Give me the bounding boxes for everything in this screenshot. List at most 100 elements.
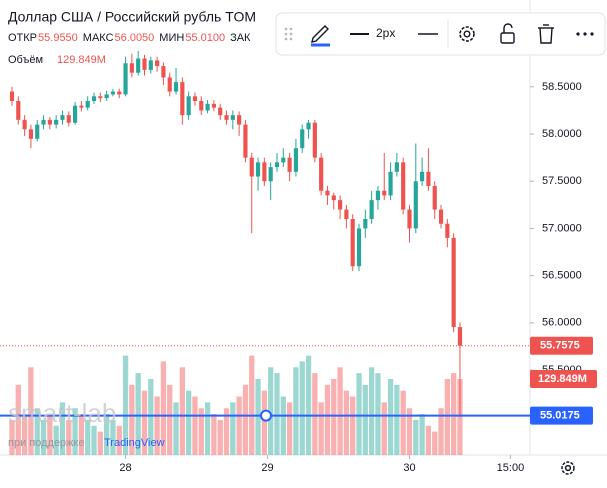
candle-body: [224, 115, 229, 120]
volume-box: [530, 370, 597, 389]
volume-bar: [15, 384, 21, 455]
candle-body: [413, 181, 418, 229]
candle-body: [281, 157, 286, 163]
volume-bar: [72, 408, 78, 455]
drag-handle[interactable]: [284, 27, 293, 41]
candle-body: [123, 63, 128, 95]
y-tick-label: 56.0000: [542, 317, 582, 329]
volume-bar: [223, 408, 230, 455]
plot: 55.500056.000056.500057.000057.500058.00…: [0, 50, 597, 474]
candle-body: [155, 60, 160, 67]
candle-body: [47, 119, 52, 125]
ohlc-label: ОТКР: [8, 32, 37, 44]
candle-body: [243, 124, 248, 158]
candle-body: [255, 162, 261, 177]
watermark: smart-lab: [8, 398, 116, 428]
volume-bar: [59, 402, 66, 455]
y-tick-label: 58.5000: [542, 81, 582, 93]
candle-body: [22, 119, 27, 130]
candle-body: [117, 91, 122, 95]
candle-body: [85, 101, 90, 108]
delete-button[interactable]: [538, 24, 554, 44]
candle-body: [420, 171, 425, 182]
candle-body: [338, 200, 343, 210]
volume-bar: [280, 396, 286, 455]
candle-body: [287, 157, 292, 172]
volume-bar: [438, 408, 444, 455]
volume-bar: [40, 419, 47, 455]
candle-body: [344, 209, 349, 220]
more-button[interactable]: [576, 32, 594, 36]
volume-box-label: 129.849M: [538, 373, 587, 385]
candle-body: [401, 162, 406, 210]
candle-body: [438, 209, 444, 224]
candle-body: [312, 122, 317, 158]
volume-bar: [362, 384, 368, 455]
candle-body: [331, 195, 336, 201]
volume-bar: [381, 402, 387, 455]
candle-body: [451, 237, 456, 328]
candle-body: [293, 148, 298, 172]
candle-body: [268, 167, 273, 182]
candle-body: [16, 101, 21, 120]
ohlc-value: 55.9550: [38, 32, 78, 44]
candle-body: [186, 96, 191, 116]
settings-gear[interactable]: [561, 461, 575, 475]
candle-body: [237, 115, 242, 125]
volume-bar: [116, 425, 122, 455]
volume-bar: [66, 419, 72, 455]
candle-body: [350, 219, 355, 267]
volume-bar: [400, 390, 406, 455]
volume-bar: [274, 373, 280, 455]
volume-bar: [110, 419, 116, 455]
candle-body: [274, 162, 280, 168]
powered-prefix: при поддержке: [8, 437, 85, 449]
candle-body: [66, 115, 71, 123]
volume-bar: [192, 396, 198, 455]
line-handle[interactable]: [260, 409, 272, 422]
volume-bar: [312, 373, 318, 455]
candle-body: [73, 105, 78, 123]
candle-body: [60, 115, 65, 120]
volume-bar: [318, 402, 324, 455]
volume-bar: [103, 414, 110, 455]
volume-bar: [9, 419, 15, 455]
volume-bar: [47, 414, 53, 455]
x-tick-label: 30: [403, 462, 415, 474]
volume-bar: [299, 361, 305, 455]
volume-bar: [217, 419, 223, 455]
candle-body: [79, 105, 84, 108]
volume-bar: [394, 384, 400, 455]
overlay: smart-lab при поддержке TradingView Долл…: [8, 9, 606, 475]
volume-bar: [419, 414, 425, 455]
volume-bar: [293, 367, 299, 455]
volume-bar: [375, 373, 381, 455]
candle-body: [363, 219, 368, 229]
candle-body: [129, 63, 134, 73]
settings-button[interactable]: [459, 26, 475, 42]
candle-body: [394, 162, 399, 172]
volume-bar: [154, 396, 160, 455]
width-button[interactable]: 2px: [350, 26, 395, 40]
ohlc-header: ОТКР 55.9550 МАКС 56.0050 МИН 55.0100 ЗАК: [8, 32, 251, 44]
candle-body: [136, 58, 141, 73]
ohlc-label: МИН: [159, 32, 184, 44]
volume-bar: [179, 367, 185, 455]
volume-bar: [368, 367, 375, 455]
y-tick-label: 57.5000: [542, 175, 582, 187]
volume-bar: [451, 373, 457, 455]
candle-body: [300, 129, 305, 149]
volume-bar: [160, 361, 167, 455]
ohlc-label: МАКС: [83, 32, 114, 44]
candle-body: [9, 91, 15, 102]
pencil-button[interactable]: [311, 25, 330, 47]
lock-button[interactable]: [500, 23, 515, 44]
volume-bar: [211, 414, 217, 455]
volume-bar: [148, 378, 154, 455]
volume-bar: [186, 390, 192, 455]
volume-bar: [457, 379, 463, 455]
candle-body: [110, 91, 116, 95]
candle-body: [199, 101, 204, 111]
volume-bar: [331, 378, 337, 455]
